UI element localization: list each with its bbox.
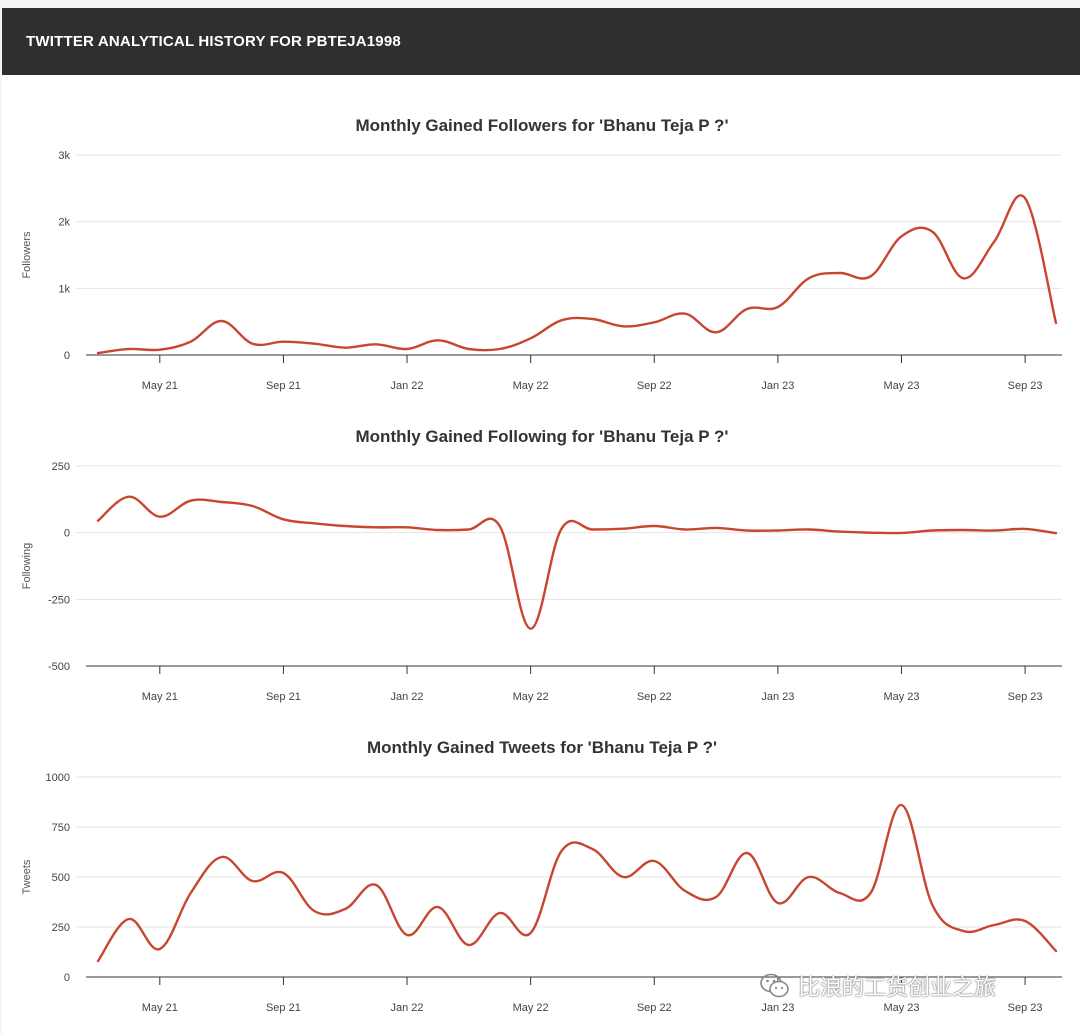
x-tick-label: Jan 23 [761, 380, 794, 392]
x-tick-label: Sep 21 [266, 1002, 301, 1014]
x-tick-label: May 22 [513, 380, 549, 392]
y-axis-label: Following [21, 543, 33, 589]
x-tick-label: May 21 [142, 1002, 178, 1014]
chart-title: Monthly Gained Followers for 'Bhanu Teja… [356, 116, 729, 135]
y-tick-label: 0 [64, 972, 70, 984]
following-chart: Monthly Gained Following for 'Bhanu Teja… [21, 427, 1062, 703]
x-tick-label: May 22 [513, 1002, 549, 1014]
x-tick-label: Sep 22 [637, 691, 672, 703]
y-tick-label: 0 [64, 528, 70, 540]
series-line [96, 803, 1058, 963]
x-tick-label: Sep 22 [637, 1002, 672, 1014]
x-tick-label: Sep 23 [1008, 380, 1043, 392]
x-tick-label: May 21 [142, 691, 178, 703]
y-tick-label: -500 [48, 661, 70, 673]
x-tick-label: Jan 22 [391, 691, 424, 703]
page-header: TWITTER ANALYTICAL HISTORY FOR PBTEJA199… [2, 8, 1080, 75]
x-tick-label: Jan 22 [391, 1002, 424, 1014]
x-tick-label: Jan 23 [761, 691, 794, 703]
y-tick-label: 0 [64, 350, 70, 362]
watermark-text: 比浪的工货创业之旅 [798, 976, 997, 1001]
y-axis-label: Tweets [21, 859, 33, 894]
x-tick-label: Sep 21 [266, 691, 301, 703]
x-tick-label: Jan 22 [391, 380, 424, 392]
y-tick-label: 1k [58, 283, 70, 295]
y-tick-label: 3k [58, 150, 70, 162]
y-tick-label: 1000 [46, 772, 70, 784]
watermark: 比浪的工货创业之旅 [760, 970, 996, 1002]
y-tick-label: 500 [52, 872, 70, 884]
y-tick-label: 250 [52, 922, 70, 934]
y-axis-label: Followers [21, 231, 33, 279]
x-tick-label: May 23 [883, 380, 919, 392]
series-line [96, 495, 1058, 630]
x-tick-label: Sep 23 [1008, 691, 1043, 703]
x-tick-label: Sep 21 [266, 380, 301, 392]
y-tick-label: -250 [48, 594, 70, 606]
x-tick-label: Sep 23 [1008, 1002, 1043, 1014]
y-tick-label: 750 [52, 822, 70, 834]
chart-title: Monthly Gained Following for 'Bhanu Teja… [356, 427, 729, 446]
series-line [96, 194, 1058, 355]
page-title: TWITTER ANALYTICAL HISTORY FOR PBTEJA199… [26, 33, 401, 50]
x-tick-label: May 22 [513, 691, 549, 703]
wechat-icon [760, 973, 789, 998]
charts-panel: Monthly Gained Followers for 'Bhanu Teja… [2, 75, 1080, 1034]
y-tick-label: 2k [58, 217, 70, 229]
chart-title: Monthly Gained Tweets for 'Bhanu Teja P … [367, 738, 717, 757]
tweets-chart: Monthly Gained Tweets for 'Bhanu Teja P … [21, 738, 1062, 1014]
x-tick-label: May 23 [883, 1002, 919, 1014]
x-tick-label: May 21 [142, 380, 178, 392]
x-tick-label: Sep 22 [637, 380, 672, 392]
x-tick-label: May 23 [883, 691, 919, 703]
followers-chart: Monthly Gained Followers for 'Bhanu Teja… [21, 116, 1062, 392]
x-tick-label: Jan 23 [761, 1002, 794, 1014]
y-tick-label: 250 [52, 461, 70, 473]
